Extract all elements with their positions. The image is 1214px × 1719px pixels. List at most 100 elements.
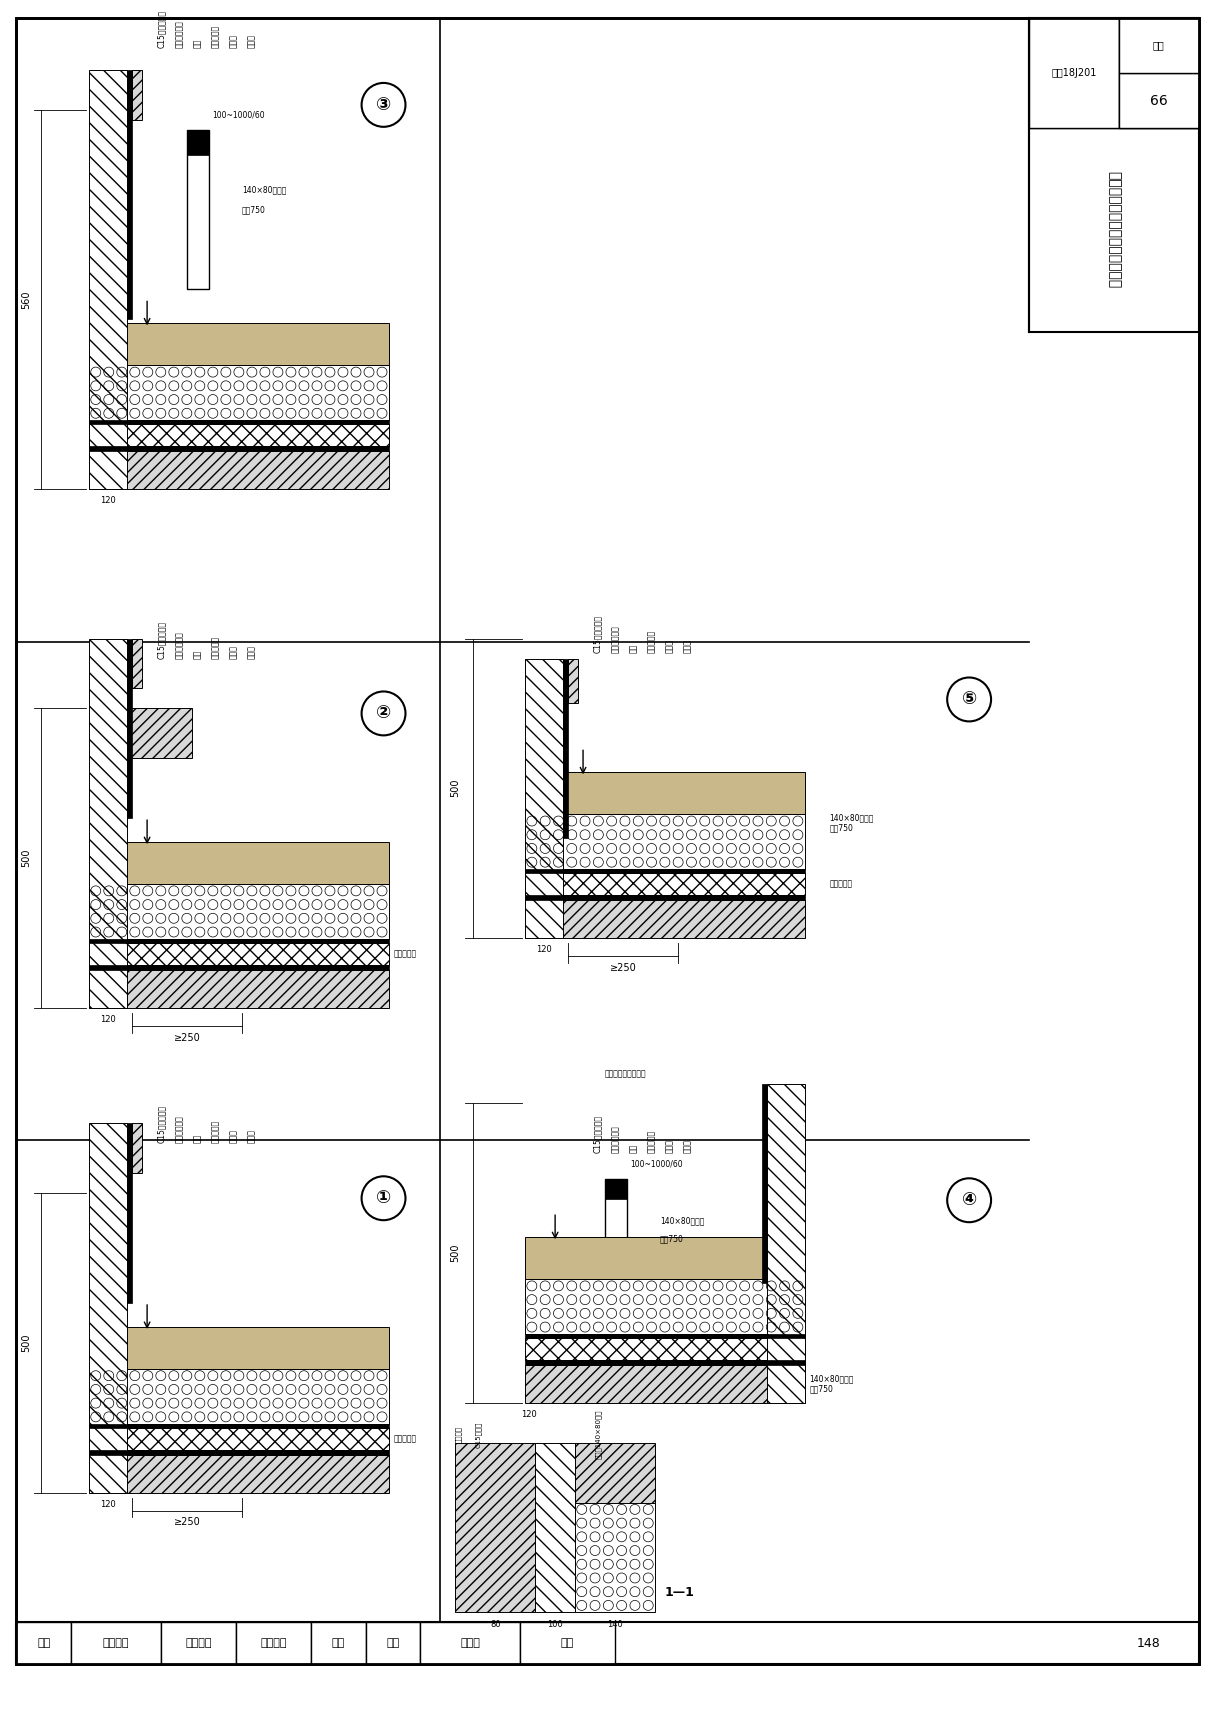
Bar [187, 131, 209, 155]
Bar [526, 1334, 805, 1337]
Bar [90, 1423, 388, 1428]
Text: 140×80排水孔
中距750: 140×80排水孔 中距750 [829, 813, 874, 832]
Bar [526, 1360, 805, 1365]
Text: 编制: 编制 [561, 1638, 574, 1649]
Bar [1029, 19, 1198, 332]
Text: 140×80排水孔
中距750: 140×80排水孔 中距750 [810, 1373, 853, 1394]
Bar [17, 1623, 1198, 1664]
Bar [90, 970, 388, 1007]
Text: 140: 140 [607, 1619, 623, 1628]
Text: 审图负责: 审图负责 [260, 1638, 287, 1649]
Text: 500: 500 [450, 779, 460, 798]
Text: C15混凝土找坡: C15混凝土找坡 [157, 1105, 166, 1143]
Text: 种植土: 种植土 [682, 639, 692, 653]
Text: 西南18J201: 西南18J201 [1051, 69, 1096, 77]
Text: 100: 100 [548, 1619, 563, 1628]
Text: 蓄排: 蓄排 [629, 1145, 637, 1153]
Bar [90, 1454, 388, 1492]
Bar [575, 1502, 654, 1612]
Text: C15混凝土: C15混凝土 [476, 1422, 482, 1447]
Text: 编制单位: 编制单位 [103, 1638, 130, 1649]
Bar [132, 70, 142, 120]
Bar [563, 658, 568, 839]
Text: 钢丝网架: 钢丝网架 [455, 1427, 463, 1444]
Text: 附加防水层: 附加防水层 [393, 1434, 416, 1444]
Bar [90, 884, 388, 939]
Bar [132, 1124, 142, 1174]
Text: C15混凝土找坡: C15混凝土找坡 [157, 10, 166, 48]
Bar [526, 1337, 805, 1360]
Text: 种植屋面立墙泛水及种植土挡墙: 种植屋面立墙泛水及种植土挡墙 [1107, 172, 1121, 289]
Text: 中距750: 中距750 [242, 205, 266, 215]
Bar [90, 419, 388, 425]
Text: 120: 120 [537, 945, 552, 954]
Text: 种植土: 种植土 [682, 1140, 692, 1153]
Text: 140×80排水孔: 140×80排水孔 [660, 1217, 704, 1226]
Text: 页次: 页次 [1153, 40, 1164, 50]
Bar [90, 323, 388, 364]
Text: 120: 120 [101, 1501, 117, 1509]
Bar [127, 638, 132, 818]
Text: 附加防水层: 附加防水层 [211, 1121, 220, 1143]
Text: 土工布过滤层: 土工布过滤层 [175, 631, 185, 658]
Text: 阶段: 阶段 [38, 1638, 51, 1649]
Bar [90, 1124, 127, 1492]
Bar [90, 364, 388, 419]
Bar [761, 1083, 766, 1282]
Text: 专业负责: 专业负责 [186, 1638, 211, 1649]
Text: 附加防水层: 附加防水层 [647, 1129, 656, 1153]
Bar [526, 658, 563, 939]
Text: 148: 148 [1136, 1636, 1161, 1650]
Bar [90, 70, 127, 488]
Bar [526, 815, 805, 870]
Text: 66: 66 [1150, 95, 1168, 108]
Text: ≥250: ≥250 [174, 1518, 200, 1528]
Text: 防水层: 防水层 [229, 1129, 238, 1143]
Bar [132, 638, 142, 689]
Bar [127, 708, 192, 758]
Bar [90, 1428, 388, 1449]
Bar [90, 942, 388, 964]
Text: ③: ③ [376, 96, 391, 113]
Bar [90, 1449, 388, 1454]
Text: 调节钩140×80管塞: 调节钩140×80管塞 [595, 1410, 602, 1459]
Text: 种植土: 种植土 [246, 1129, 256, 1143]
Text: 比例: 比例 [331, 1638, 345, 1649]
Text: 地区: 地区 [386, 1638, 399, 1649]
Text: 土工布过滤层: 土工布过滤层 [611, 624, 620, 653]
Bar [127, 70, 132, 320]
Text: 种植土: 种植土 [246, 34, 256, 48]
Text: ⑤: ⑤ [961, 691, 977, 708]
Text: 附加防水层: 附加防水层 [211, 636, 220, 658]
Text: ②: ② [376, 705, 391, 722]
Text: 蓄排: 蓄排 [629, 643, 637, 653]
Bar [526, 873, 805, 896]
Text: 防水层: 防水层 [665, 639, 674, 653]
Text: 100~1000/60: 100~1000/60 [630, 1160, 682, 1169]
Text: 500: 500 [450, 1245, 460, 1262]
Bar [90, 1327, 388, 1368]
Text: C15混凝土找坡: C15混凝土找坡 [157, 621, 166, 658]
Bar [90, 450, 388, 488]
Bar [526, 896, 805, 901]
Bar [526, 1279, 805, 1334]
Text: 附加防水层: 附加防水层 [211, 24, 220, 48]
Text: 附加防水层: 附加防水层 [393, 949, 416, 957]
Bar [420, 1623, 521, 1664]
Bar [1119, 72, 1198, 127]
Text: 蓄排: 蓄排 [193, 40, 202, 48]
Bar [1029, 19, 1119, 127]
Bar [1119, 19, 1198, 72]
Text: ≥250: ≥250 [609, 963, 636, 973]
Text: 500: 500 [22, 1334, 32, 1353]
Bar [161, 1623, 236, 1664]
Bar [526, 772, 805, 815]
Text: ≥250: ≥250 [174, 1033, 200, 1043]
Text: 80: 80 [490, 1619, 500, 1628]
Text: 中距750: 中距750 [660, 1234, 683, 1243]
Bar [526, 1365, 805, 1403]
Text: 500: 500 [22, 849, 32, 868]
Text: 120: 120 [521, 1410, 537, 1420]
Bar [311, 1623, 365, 1664]
Text: 防水层: 防水层 [229, 645, 238, 658]
